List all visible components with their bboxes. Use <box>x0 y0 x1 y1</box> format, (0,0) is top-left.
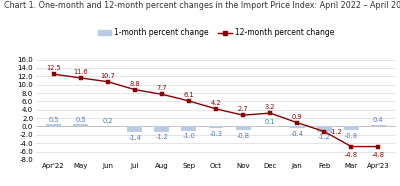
Text: 0.4: 0.4 <box>373 117 384 124</box>
Text: -1.2: -1.2 <box>156 134 168 140</box>
Text: -4.8: -4.8 <box>345 152 358 158</box>
Text: 3.2: 3.2 <box>265 104 275 110</box>
Text: -0.3: -0.3 <box>210 131 222 137</box>
Text: 6.1: 6.1 <box>184 92 194 98</box>
Text: 0.5: 0.5 <box>75 117 86 123</box>
Text: Chart 1. One-month and 12-month percent changes in the Import Price Index: April: Chart 1. One-month and 12-month percent … <box>4 1 400 10</box>
Bar <box>182 126 196 131</box>
Text: -0.8: -0.8 <box>236 133 250 139</box>
Text: -0.8: -0.8 <box>345 133 358 139</box>
Bar <box>290 126 305 128</box>
Text: -0.4: -0.4 <box>291 131 304 137</box>
Text: -4.8: -4.8 <box>372 152 385 158</box>
Bar <box>344 126 359 130</box>
Text: 0.1: 0.1 <box>265 119 275 125</box>
Text: 7.7: 7.7 <box>156 86 167 92</box>
Text: 11.6: 11.6 <box>73 69 88 75</box>
Text: 4.2: 4.2 <box>211 100 221 106</box>
Text: 0.9: 0.9 <box>292 114 302 120</box>
Bar <box>317 126 332 132</box>
Text: -1.0: -1.0 <box>182 133 195 140</box>
Text: -1.4: -1.4 <box>128 135 141 141</box>
Bar <box>208 126 224 128</box>
Text: 0.5: 0.5 <box>48 117 59 123</box>
Bar <box>46 124 61 126</box>
Text: 2.7: 2.7 <box>238 106 248 112</box>
Text: 0.2: 0.2 <box>102 118 113 124</box>
Text: 10.7: 10.7 <box>100 73 115 79</box>
Bar <box>371 125 386 126</box>
Bar <box>73 124 88 126</box>
Text: 12.5: 12.5 <box>46 65 61 71</box>
Bar <box>127 126 142 132</box>
Text: -1.2: -1.2 <box>330 129 343 134</box>
Bar <box>236 126 250 130</box>
Legend: 1-month percent change, 12-month percent change: 1-month percent change, 12-month percent… <box>94 25 338 40</box>
Bar <box>154 126 169 132</box>
Text: -1.2: -1.2 <box>318 134 331 140</box>
Text: 8.8: 8.8 <box>130 81 140 87</box>
